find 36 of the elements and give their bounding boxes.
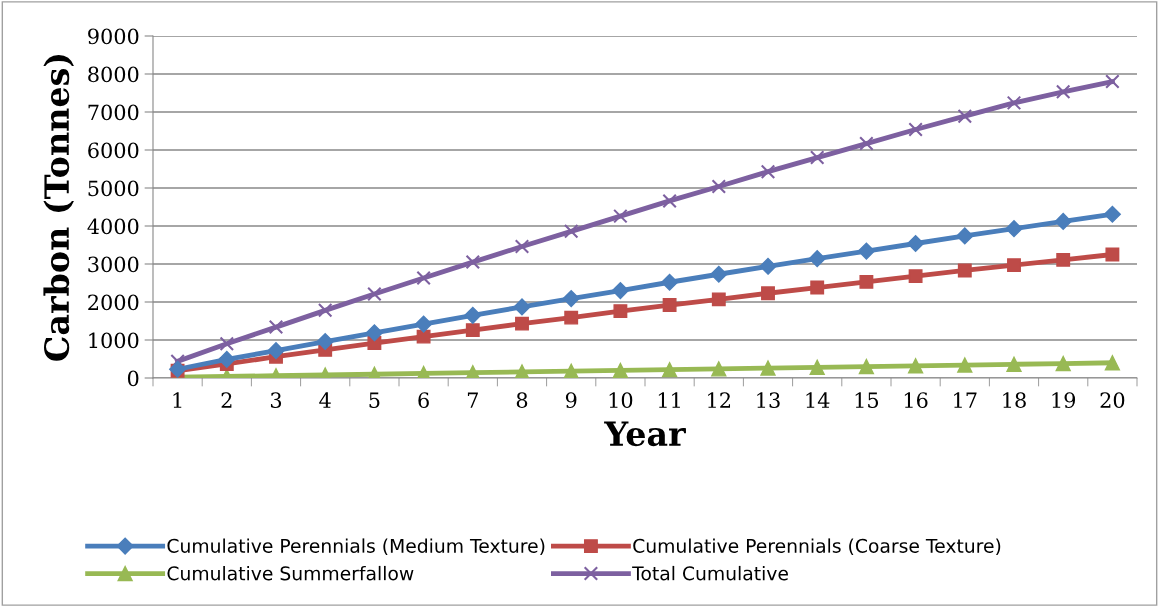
legend-label: Cumulative Perennials (Medium Texture) xyxy=(167,538,545,556)
x-tick-label: 9 xyxy=(565,392,577,409)
x-tick-label: 11 xyxy=(658,392,680,408)
y-tick-label: 3000 xyxy=(88,256,139,273)
x-tick-label: 3 xyxy=(270,392,282,409)
y-tick-label: 1000 xyxy=(89,332,139,349)
x-tick-label: 17 xyxy=(954,392,977,408)
x-tick-label: 6 xyxy=(418,392,429,409)
legend-label: Cumulative Perennials (Coarse Texture) xyxy=(633,538,1001,556)
legend-label: Total Cumulative xyxy=(632,565,788,581)
x-tick-label: 16 xyxy=(904,392,928,409)
x-tick-label: 10 xyxy=(609,392,633,409)
y-tick-label: 9000 xyxy=(88,28,139,45)
y-axis-title: Carbon (Tonnes) xyxy=(43,55,74,361)
x-tick-label: 20 xyxy=(1100,392,1125,409)
x-tick-label: 12 xyxy=(708,392,731,408)
x-axis-title: Year xyxy=(604,421,686,447)
x-tick-label: 7 xyxy=(467,392,478,408)
x-tick-label: 4 xyxy=(319,392,331,408)
x-tick-label: 5 xyxy=(369,392,380,409)
x-tick-label: 13 xyxy=(757,392,780,409)
y-tick-label: 2000 xyxy=(88,294,139,311)
y-tick-label: 4000 xyxy=(87,218,139,235)
x-tick-label: 15 xyxy=(855,392,879,409)
x-tick-label: 19 xyxy=(1052,392,1076,409)
y-tick-label: 6000 xyxy=(88,142,139,159)
y-tick-label: 5000 xyxy=(88,180,139,197)
x-tick-label: 18 xyxy=(1003,392,1026,409)
x-tick-label: 2 xyxy=(221,392,232,408)
y-tick-label: 0 xyxy=(127,370,139,387)
x-tick-label: 14 xyxy=(806,392,830,408)
x-tick-label: 1 xyxy=(173,392,182,408)
y-tick-label: 8000 xyxy=(88,66,139,83)
y-tick-label: 7000 xyxy=(88,104,139,121)
legend-label: Cumulative Summerfallow xyxy=(167,565,414,581)
x-tick-label: 8 xyxy=(516,392,528,409)
